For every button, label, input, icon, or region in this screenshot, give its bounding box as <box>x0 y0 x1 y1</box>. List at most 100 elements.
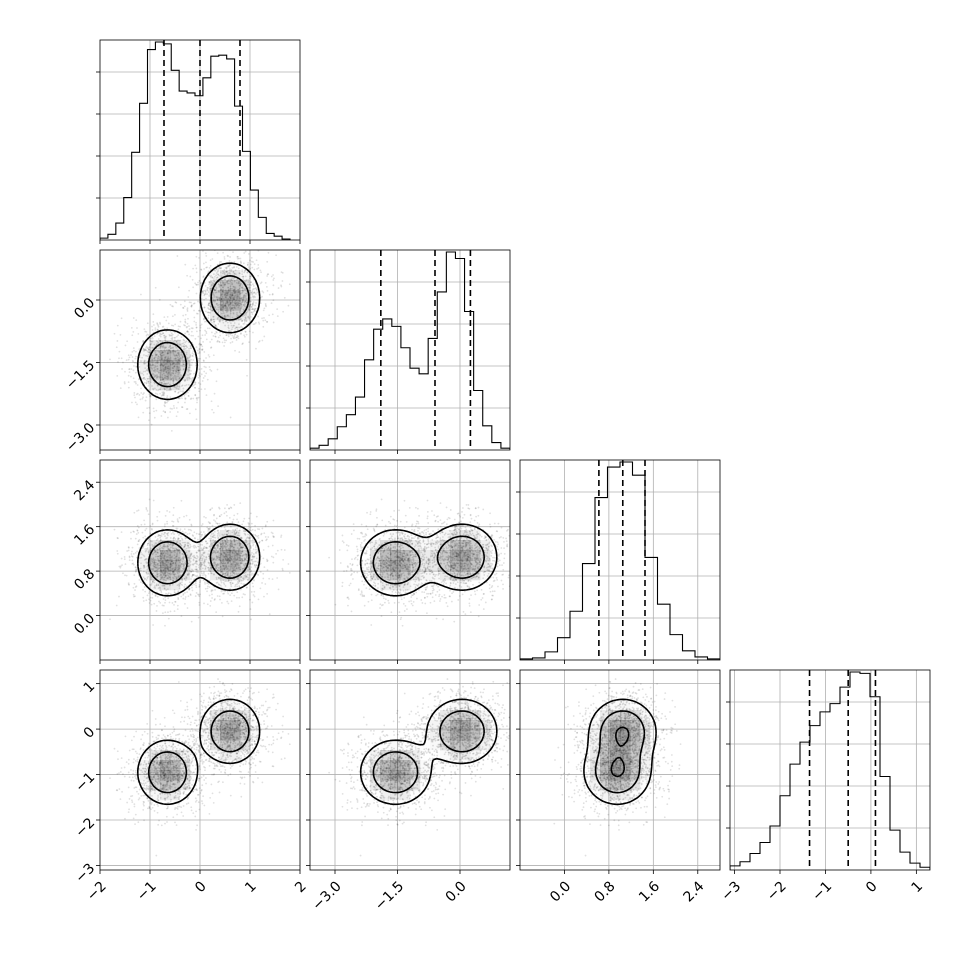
sample-point <box>262 572 265 575</box>
sample-point <box>220 570 223 573</box>
sample-point <box>217 537 220 540</box>
sample-point <box>229 594 232 597</box>
sample-point <box>191 327 194 330</box>
sample-point <box>223 339 226 342</box>
sample-point <box>167 361 169 363</box>
sample-point <box>237 534 240 537</box>
sample-point <box>246 555 249 558</box>
sample-point <box>266 560 269 563</box>
sample-point <box>162 557 165 560</box>
sample-point <box>218 558 221 560</box>
sample-point <box>224 542 227 545</box>
sample-point <box>156 328 159 331</box>
density-cell <box>230 290 241 301</box>
sample-point <box>219 307 222 310</box>
sample-point <box>203 552 206 555</box>
sample-point <box>236 591 239 594</box>
sample-point <box>201 533 204 536</box>
sample-point <box>160 382 163 385</box>
sample-point <box>217 544 219 547</box>
sample-point <box>187 574 189 576</box>
sample-point <box>138 348 141 351</box>
sample-point <box>175 555 178 558</box>
sample-point <box>163 359 165 361</box>
sample-point <box>168 361 171 364</box>
sample-point <box>175 340 178 343</box>
sample-point <box>216 551 218 554</box>
sample-point <box>210 533 213 535</box>
sample-point <box>208 568 210 571</box>
sample-point <box>167 534 169 537</box>
sample-point <box>222 551 225 554</box>
sample-point <box>200 570 203 573</box>
sample-point <box>266 520 269 523</box>
sample-point <box>217 268 220 271</box>
sample-point <box>165 574 167 577</box>
sample-point <box>162 378 164 381</box>
sample-point <box>147 573 150 575</box>
sample-point <box>240 303 243 306</box>
sample-point <box>209 301 211 304</box>
density-cell <box>210 300 221 311</box>
sample-point <box>179 543 182 545</box>
sample-point <box>233 572 236 574</box>
sample-point <box>158 560 160 563</box>
sample-point <box>244 552 247 555</box>
sample-point <box>178 369 180 372</box>
sample-point <box>144 535 147 538</box>
density-cell <box>140 350 151 361</box>
sample-point <box>166 560 168 562</box>
sample-point <box>229 310 232 313</box>
sample-point <box>203 289 205 292</box>
sample-point <box>182 359 185 362</box>
sample-point <box>249 526 252 529</box>
sample-point <box>226 556 228 559</box>
sample-point <box>241 567 244 570</box>
sample-point <box>210 347 212 349</box>
sample-point <box>157 342 160 344</box>
sample-point <box>197 382 200 384</box>
sample-point <box>249 554 252 557</box>
sample-point <box>225 294 228 297</box>
sample-point <box>170 560 173 563</box>
sample-point <box>232 266 235 269</box>
sample-point <box>192 545 195 548</box>
sample-point <box>222 301 224 303</box>
sample-point <box>144 550 147 553</box>
sample-point <box>255 347 257 350</box>
sample-point <box>206 286 209 289</box>
sample-point <box>161 562 164 565</box>
sample-point <box>172 350 175 352</box>
density-cell <box>180 370 191 381</box>
sample-point <box>233 552 236 555</box>
sample-point <box>194 394 197 396</box>
sample-point <box>144 399 147 402</box>
sample-point <box>199 581 201 584</box>
sample-point <box>200 343 203 346</box>
sample-point <box>237 302 240 305</box>
sample-point <box>171 567 173 570</box>
sample-point <box>165 370 168 373</box>
sample-point <box>247 569 250 572</box>
sample-point <box>211 297 214 300</box>
sample-point <box>220 562 223 564</box>
sample-point <box>195 562 198 564</box>
sample-point <box>227 326 230 329</box>
sample-point <box>182 593 185 595</box>
sample-point <box>242 554 244 557</box>
sample-point <box>232 336 235 339</box>
sample-point <box>171 377 174 379</box>
sample-point <box>172 363 174 366</box>
sample-point <box>127 386 130 389</box>
sample-point <box>148 498 151 501</box>
sample-point <box>166 563 168 566</box>
sample-point <box>249 296 252 299</box>
sample-point <box>209 341 211 343</box>
sample-point <box>251 290 254 293</box>
sample-point <box>146 547 149 549</box>
sample-point <box>241 289 244 292</box>
sample-point <box>253 323 256 325</box>
sample-point <box>198 374 201 377</box>
sample-point <box>225 297 228 299</box>
sample-point <box>233 290 235 293</box>
